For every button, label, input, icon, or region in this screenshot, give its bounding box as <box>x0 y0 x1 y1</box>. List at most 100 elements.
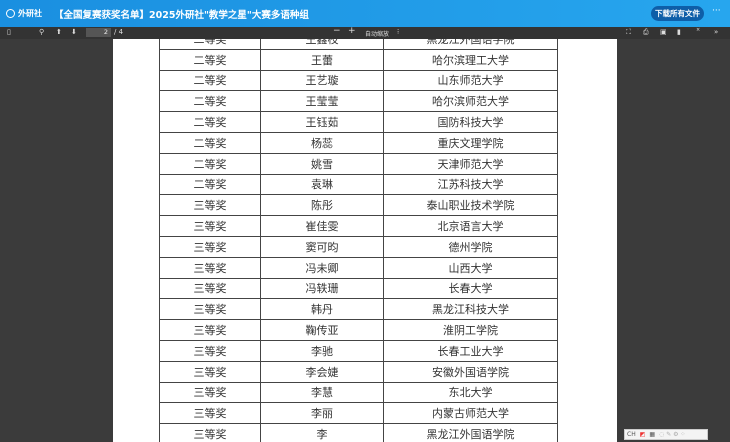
save-icon[interactable]: ▣ <box>660 28 667 36</box>
logo: 外研社 <box>6 8 42 19</box>
name-cell: 杨蕊 <box>260 131 384 154</box>
school-cell: 北京语言大学 <box>383 215 558 237</box>
school-cell: 德州学院 <box>383 235 558 258</box>
table-row: 三等奖 鞠传亚 淮阴工学院 <box>159 319 558 341</box>
school-cell: 山西大学 <box>383 256 558 279</box>
school-cell: 安徽外国语学院 <box>383 360 558 383</box>
name-cell: 王钰茹 <box>260 111 384 133</box>
table-row: 三等奖李黑龙江外国语学院 <box>159 423 558 442</box>
name-cell: 李慧 <box>260 381 384 404</box>
school-cell: 国防科技大学 <box>383 111 558 133</box>
school-cell: 哈尔滨师范大学 <box>383 90 558 113</box>
award-cell: 二等奖 <box>159 69 261 92</box>
ime-toolbar[interactable]: CH ◩ ▦ ◌ ✎ ⚙ ⁘ <box>624 429 708 440</box>
name-cell: 王蕾 <box>260 48 384 71</box>
name-cell: 王艺璇 <box>260 69 384 92</box>
table-row: 三等奖 崔佳雯 北京语言大学 <box>159 215 558 237</box>
ime-skin-icon[interactable]: ◩ <box>639 431 646 438</box>
document-title: 【全国复赛获奖名单】2025外研社"教学之星"大赛多语种组 <box>54 9 309 21</box>
school-cell: 黑龙江科技大学 <box>383 298 558 321</box>
app-header: 外研社 【全国复赛获奖名单】2025外研社"教学之星"大赛多语种组 下载所有文件… <box>0 0 730 27</box>
table-row: 三等奖 冯未卿 山西大学 <box>159 256 558 279</box>
award-cell: 三等奖 <box>159 235 261 258</box>
award-cell: 三等奖 <box>159 298 261 321</box>
logo-text: 外研社 <box>18 9 42 18</box>
name-cell: 崔佳雯 <box>260 215 384 237</box>
page-number-input[interactable]: 2 <box>86 28 111 37</box>
school-cell: 江苏科技大学 <box>383 173 558 196</box>
name-cell: 李丽 <box>260 402 384 425</box>
table-row: 三等奖 李丽 内蒙古师范大学 <box>159 402 558 425</box>
table-row: 三等奖 陈彤 泰山职业技术学院 <box>159 194 558 217</box>
bookmark-icon[interactable]: ▮ <box>677 28 681 36</box>
school-cell: 黑龙江外国语学院 <box>383 423 558 442</box>
download-all-button[interactable]: 下载所有文件 <box>651 6 704 21</box>
award-cell: 三等奖 <box>159 215 261 237</box>
logo-icon <box>6 9 15 18</box>
table-row: 三等奖 韩丹 黑龙江科技大学 <box>159 298 558 321</box>
award-cell: 三等奖 <box>159 339 261 362</box>
print-icon[interactable]: ⎙ <box>643 28 649 36</box>
name-cell: 韩丹 <box>260 298 384 321</box>
award-cell: 二等奖 <box>159 152 261 175</box>
next-page-icon[interactable]: ⬇ <box>71 28 77 36</box>
award-cell: 二等奖 <box>159 90 261 113</box>
name-cell: 王莹莹 <box>260 90 384 113</box>
pdf-viewer[interactable]: 二等奖 王鑫枝 黑龙江外国语学院 二等奖 王蕾 哈尔滨理工大学 二等奖 王艺璇 山东师范大学 二等… <box>0 39 730 442</box>
table-row: 三等奖 冯轶珊 长春大学 <box>159 277 558 300</box>
award-cell: 三等奖 <box>159 381 261 404</box>
table-row: 二等奖 姚雪 天津师范大学 <box>159 152 558 175</box>
award-cell: 二等奖 <box>159 111 261 133</box>
name-cell: 窦可昀 <box>260 235 384 258</box>
ime-settings-icon[interactable]: ◌ ✎ ⚙ ⁘ <box>659 431 686 438</box>
table-row: 二等奖 王蕾 哈尔滨理工大学 <box>159 48 558 71</box>
school-cell: 内蒙古师范大学 <box>383 402 558 425</box>
school-cell: 山东师范大学 <box>383 69 558 92</box>
school-cell: 天津师范大学 <box>383 152 558 175</box>
name-cell: 王鑫枝 <box>260 39 384 50</box>
school-cell: 黑龙江外国语学院 <box>383 39 558 50</box>
award-cell: 三等奖 <box>159 423 261 442</box>
school-cell: 哈尔滨理工大学 <box>383 48 558 71</box>
table-row: 三等奖 窦可昀 德州学院 <box>159 235 558 258</box>
page-total: / 4 <box>114 28 124 36</box>
name-cell: 鞠传亚 <box>260 319 384 341</box>
search-icon[interactable]: ⚲ <box>39 28 45 36</box>
table-row: 二等奖 袁琳 江苏科技大学 <box>159 173 558 196</box>
name-cell: 姚雪 <box>260 152 384 175</box>
table-row: 三等奖 李慧 东北大学 <box>159 381 558 404</box>
school-cell: 淮阴工学院 <box>383 319 558 341</box>
name-cell: 李 <box>260 423 384 442</box>
table-row: 二等奖 王钰茹 国防科技大学 <box>159 111 558 133</box>
table-row: 三等奖 李会婕 安徽外国语学院 <box>159 360 558 383</box>
name-cell: 陈彤 <box>260 194 384 217</box>
table-row: 二等奖 杨蕊 重庆文理学院 <box>159 131 558 154</box>
award-cell: 二等奖 <box>159 131 261 154</box>
tools-chevron-icon[interactable]: » <box>714 28 719 36</box>
table-row: 二等奖 王鑫枝 黑龙江外国语学院 <box>159 39 558 50</box>
name-cell: 冯未卿 <box>260 256 384 279</box>
ime-language-label[interactable]: CH <box>627 431 636 438</box>
school-cell: 长春大学 <box>383 277 558 300</box>
award-cell: 二等奖 <box>159 48 261 71</box>
more-menu-button[interactable]: ··· <box>712 6 721 16</box>
table-row: 三等奖 李驰 长春工业大学 <box>159 339 558 362</box>
close-icon[interactable]: × <box>696 27 701 33</box>
previous-page-icon[interactable]: ⬆ <box>56 28 62 36</box>
award-table: 二等奖 王鑫枝 黑龙江外国语学院 二等奖 王蕾 哈尔滨理工大学 二等奖 王艺璇 山东师范大学 二等… <box>159 39 558 442</box>
award-cell: 三等奖 <box>159 277 261 300</box>
award-cell: 三等奖 <box>159 194 261 217</box>
name-cell: 李会婕 <box>260 360 384 383</box>
sidebar-toggle-icon[interactable]: ▯ <box>7 28 11 36</box>
school-cell: 泰山职业技术学院 <box>383 194 558 217</box>
chevron-down-icon[interactable]: ⁝ <box>397 28 400 36</box>
award-cell: 三等奖 <box>159 360 261 383</box>
zoom-out-button[interactable]: − <box>333 26 341 36</box>
ime-keyboard-icon[interactable]: ▦ <box>649 431 656 438</box>
presentation-mode-icon[interactable]: ⛶ <box>626 28 631 36</box>
zoom-in-button[interactable]: + <box>348 26 356 36</box>
school-cell: 重庆文理学院 <box>383 131 558 154</box>
award-cell: 三等奖 <box>159 402 261 425</box>
zoom-select[interactable]: 自动缩放 <box>365 31 390 38</box>
name-cell: 冯轶珊 <box>260 277 384 300</box>
